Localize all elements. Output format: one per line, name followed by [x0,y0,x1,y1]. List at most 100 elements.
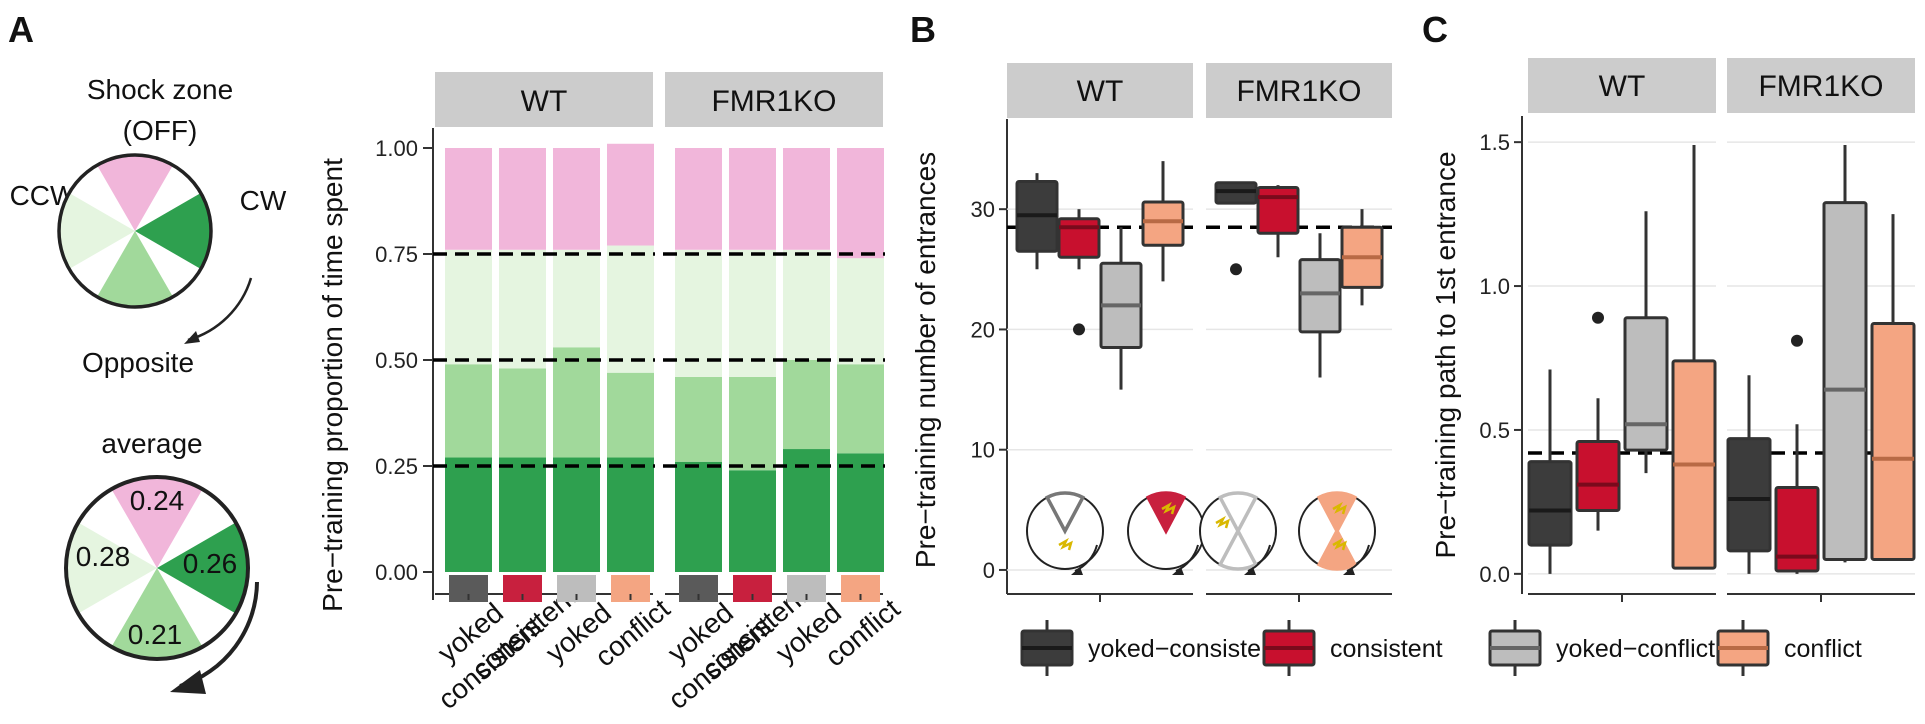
box-y-tick-label: 1.0 [1479,274,1510,299]
shock-bolt-icon [1215,515,1230,529]
bar-segment-ccw [729,249,776,377]
average-diagram: average 0.24 0.28 0.26 0.21 [64,428,259,694]
box-y-tick-label: 10 [971,438,995,463]
bar-y-tick-label: 1.00 [375,136,418,161]
bar-segment-cw [607,457,654,572]
box-y-tick-label: 0.0 [1479,562,1510,587]
panel-label-b: B [910,9,936,50]
box-outlier [1230,263,1242,276]
facet-strip-FMR1KO [1206,63,1392,118]
bar-segment-cw [837,453,884,572]
facet-label: FMR1KO [1758,70,1883,103]
bar-segment-opposite [445,364,492,458]
legend: yoked−consistent consistent yoked−conflict… [1020,620,1862,676]
facet-label: WT [1599,70,1646,103]
bar-segment-shock [445,148,492,250]
entrances-boxplot: Pre−training number of entrances 0 10 20 30… [910,63,1392,602]
sector-opposite [111,568,203,659]
bar-segment-ccw [675,249,722,377]
entrances-plot-area: 0 10 20 30 WT FMR1KO [971,63,1392,602]
box-y-tick-label: 0 [983,558,995,583]
facet-strip-WT [1528,58,1716,113]
bar-segment-opposite [499,368,546,458]
arena-rotation-arrow-head [1343,567,1355,575]
average-value-shock: 0.24 [130,485,185,516]
panel-label-a: A [8,9,34,50]
sector-cw [157,522,248,614]
box-y-tick-label: 30 [971,197,995,222]
bar-segment-shock [553,148,600,250]
bar-segment-opposite [783,360,830,450]
label-cw: CW [240,185,287,216]
average-value-opposite: 0.21 [128,619,183,650]
average-value-cw: 0.26 [183,548,238,579]
facet-label: FMR1KO [1236,75,1361,108]
rotation-arrow [187,277,253,342]
box-outlier [1592,311,1604,324]
facet-strip-FMR1KO [1727,58,1915,113]
box-conflict [1141,200,1185,247]
box-yoked−conflict [1822,201,1868,561]
shock-bolt-icon [1332,537,1347,551]
box-yoked−conflict [1298,258,1342,334]
bar-y-tick-label: 0.00 [375,560,418,585]
box-y-tick-label: 0.5 [1479,418,1510,443]
rotation-arrow-bold-head [170,670,206,694]
box-consistent [1057,217,1101,259]
bar-y-tick-label: 0.75 [375,242,418,267]
bar-segment-cw [783,449,830,572]
shock-bolt-icon [1161,501,1176,515]
path-boxplot: Pre−training path to 1st entrance 0.0 0.5… [1430,58,1916,602]
bar-segment-opposite [675,376,722,462]
rotation-arrow-head [184,331,200,344]
sector-shock [97,155,173,231]
arena-shock-zone [1316,527,1358,571]
average-circle [64,475,250,661]
path-y-axis-label: Pre−training path to 1st entrance [1430,151,1461,558]
bar-segment-cw [675,461,722,572]
box-yoked−consistent [1726,437,1772,553]
arena-shock-zone [1217,527,1259,571]
box-consistent [1774,486,1820,573]
sector-ccw [58,193,135,269]
facet-strip-WT [1007,63,1193,118]
stacked-bar-chart: Pre−training proportion of time spent 0.… [317,72,906,715]
box-y-tick-label: 1.5 [1479,130,1510,155]
bar-segment-cw [499,457,546,572]
arena-rotation-arrow-head [1172,567,1184,575]
bar-segment-opposite [729,376,776,471]
bar-segment-shock [675,148,722,250]
bar-segment-opposite [607,372,654,458]
bar-segment-shock [607,143,654,246]
shock-zone-diagram: Shock zone (OFF) CCW CW Opposite [10,74,287,378]
bar-segment-ccw [499,249,546,369]
box-y-tick-label: 20 [971,317,995,342]
sector-ccw [66,522,157,614]
box-consistent [1575,439,1621,513]
box-consistent [1256,186,1300,235]
sector-shock [111,477,203,568]
bar-y-ticks: 0.00 0.25 0.50 0.75 1.00 [375,128,434,600]
bar-segment-shock [783,148,830,250]
legend-label: yoked−consistent [1088,635,1282,663]
bar-segment-ccw [607,245,654,373]
bar-segment-ccw [553,249,600,348]
box-conflict [1870,321,1916,561]
path-plot-area: 0.0 0.5 1.0 1.5 WT FMR1KO [1479,58,1916,602]
facet-strip-FMR1KO [665,72,883,127]
facet-label: FMR1KO [711,85,836,118]
diagram-title-line1: Shock zone [87,74,233,105]
facet-label: WT [1077,75,1124,108]
shock-bolt-icon [1058,537,1073,551]
bar-segment-ccw [783,249,830,360]
average-value-ccw: 0.28 [76,541,131,572]
bar-segment-shock [729,148,776,250]
bar-segment-opposite [553,347,600,458]
bar-segment-cw [729,470,776,572]
bar-y-axis-label: Pre−training proportion of time spent [317,158,348,612]
bar-segment-ccw [837,258,884,365]
bar-segment-opposite [837,364,884,454]
shock-bolt-icon [1332,501,1347,515]
arena-shock-zone [1217,491,1259,535]
